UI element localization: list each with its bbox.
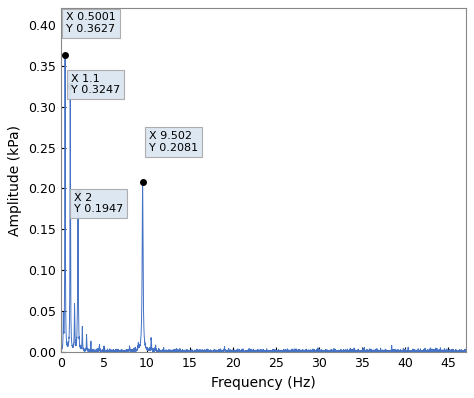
X-axis label: Frequency (Hz): Frequency (Hz) xyxy=(211,376,316,390)
Text: X 9.502
Y 0.2081: X 9.502 Y 0.2081 xyxy=(149,131,198,153)
Text: X 2
Y 0.1947: X 2 Y 0.1947 xyxy=(73,193,123,214)
Text: X 0.5001
Y 0.3627: X 0.5001 Y 0.3627 xyxy=(66,12,116,34)
Text: X 1.1
Y 0.3247: X 1.1 Y 0.3247 xyxy=(71,74,120,96)
Y-axis label: Amplitude (kPa): Amplitude (kPa) xyxy=(9,125,22,236)
